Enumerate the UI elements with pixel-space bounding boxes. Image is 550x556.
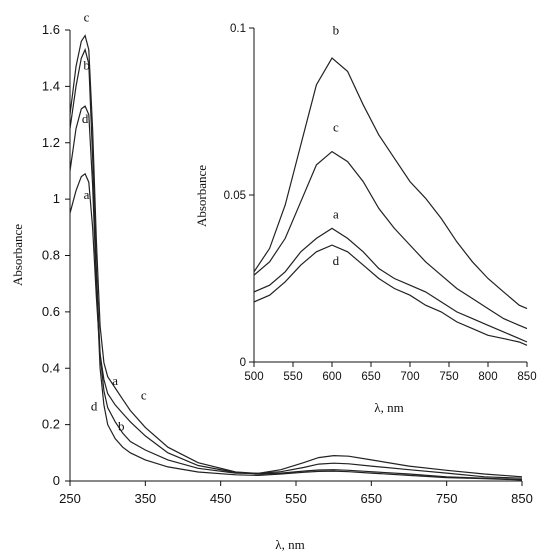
main-plot: 0 0.2 0.4 0.6 0.8 1 1.2 1.4 1.6 250 350 450 550 650 7… [10,10,533,552]
main-series-c-line [69,34,523,479]
inset-series-a-line [253,227,528,343]
main-series-b-line [69,47,523,478]
main-curve-label-c: c [141,387,147,402]
main-xtick-label: 250 [59,491,81,506]
inset-y-axis-label: Absorbance [194,165,209,227]
main-xtick-label: 550 [285,491,307,506]
main-ytick-label: 0.4 [42,360,60,375]
main-y-axis-label: Absorbance [10,224,25,286]
main-ytick-label: 0.6 [42,304,60,319]
main-x-axis-label: λ, nm [275,537,304,552]
main-ytick-label: 0.2 [42,417,60,432]
inset-xtick-label: 750 [439,371,458,383]
main-curve-label-a: a [84,187,90,202]
inset-series-c-line [253,150,528,330]
main-ytick-label: 1 [53,191,60,206]
main-ytick-label: 0.8 [42,248,60,263]
main-curve-label-d: d [91,399,98,414]
inset-curve-label-a: a [333,206,339,221]
inset-series-b-line [253,57,528,310]
main-curve-label-a: a [112,373,118,388]
main-xtick-label: 850 [511,491,533,506]
inset-xtick-label: 550 [283,371,302,383]
main-ytick-label: 1.2 [42,135,60,150]
main-curve-label-b: b [83,57,90,72]
main-xtick-label: 750 [436,491,458,506]
inset-ytick-label: 0.1 [230,23,246,35]
main-ytick-label: 0 [53,473,60,488]
main-series-a-line [69,172,523,481]
inset-ytick-label: 0.05 [224,190,246,202]
inset-ytick-label: 0 [240,357,246,369]
main-ytick-label: 1.6 [42,22,60,37]
inset-xtick-label: 500 [244,371,263,383]
main-curve-label-c: c [84,10,90,25]
main-series-d-line [69,105,523,481]
inset-xtick-label: 650 [361,371,380,383]
inset-xtick-label: 700 [400,371,419,383]
inset-x-axis-label: λ, nm [374,400,403,415]
inset-curve-label-b: b [333,23,340,38]
inset-curve-label-c: c [333,120,339,135]
inset-series-d-line [253,244,528,346]
inset-plot: 0 0.05 0.1 500 550 600 650 700 750 800 850 b c a d λ… [194,23,537,415]
inset-curve-label-d: d [333,253,340,268]
inset-xtick-label: 800 [478,371,497,383]
main-xtick-label: 650 [360,491,382,506]
main-curve-label-d: d [82,111,89,126]
main-xtick-label: 350 [134,491,156,506]
main-xtick-label: 450 [210,491,232,506]
main-curve-label-b: b [118,418,125,433]
main-ytick-label: 1.4 [42,78,60,93]
inset-xtick-label: 850 [517,371,536,383]
inset-xtick-label: 600 [322,371,341,383]
